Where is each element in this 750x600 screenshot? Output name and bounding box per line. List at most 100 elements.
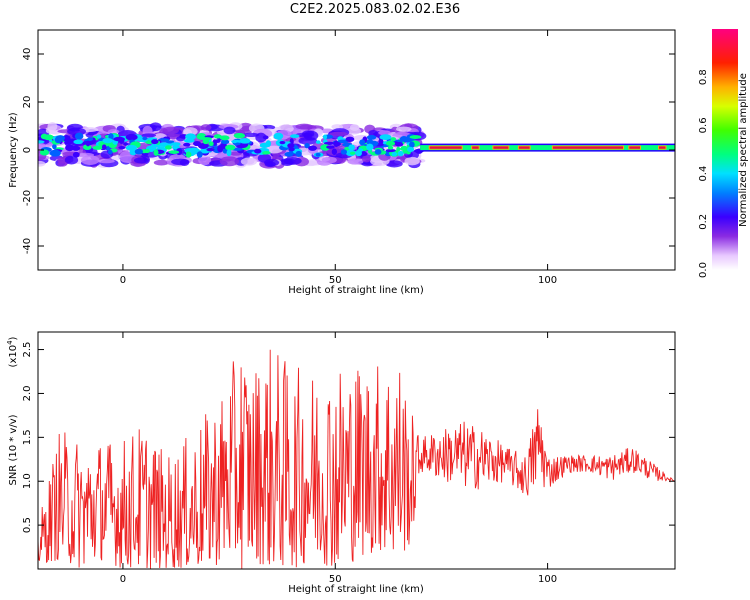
spectrogram-blob bbox=[57, 161, 68, 167]
spectrogram-blob bbox=[262, 135, 269, 140]
snr-x-tick-labels: 0 50 100 bbox=[120, 574, 557, 585]
spectrogram-blob bbox=[141, 133, 157, 138]
spectrogram-blob bbox=[395, 126, 412, 132]
colorbar-tick-label: 0.0 bbox=[698, 262, 709, 278]
spectrogram-blob bbox=[153, 149, 159, 156]
snr-panel: 0.5 1.0 1.5 2.0 2.5 0 50 100 Height of straigh… bbox=[6, 331, 676, 595]
spectrogram-blob bbox=[323, 141, 335, 146]
spectrogram-blob bbox=[368, 129, 378, 137]
spectrogram-blob bbox=[38, 160, 46, 167]
spectrogram-blob bbox=[379, 134, 392, 140]
spectrogram-blob bbox=[329, 131, 348, 137]
spectrogram-blob bbox=[85, 140, 91, 147]
colorbar-tick-label: 0.4 bbox=[698, 166, 709, 182]
colorbar-tick-label: 0.2 bbox=[698, 214, 709, 230]
spectrogram-track-core bbox=[493, 146, 509, 149]
spectrogram-blob bbox=[340, 149, 347, 155]
spectrogram-blob bbox=[165, 140, 175, 144]
spectrogram-blob bbox=[231, 139, 242, 144]
snr-ticks bbox=[38, 332, 675, 569]
spectrogram-blob bbox=[284, 151, 294, 157]
spectrogram-blob bbox=[202, 138, 210, 145]
y-tick-label: -40 bbox=[22, 238, 33, 254]
spectrogram-blob bbox=[355, 150, 362, 157]
spectrogram-blob bbox=[96, 134, 102, 139]
colorbar-tick-labels: 0.0 0.2 0.4 0.6 0.8 bbox=[698, 69, 709, 278]
spectrogram-blob bbox=[409, 141, 415, 148]
spectrogram-track-core bbox=[552, 146, 624, 149]
spectrogram-blob bbox=[385, 148, 396, 153]
colorbar-title: Normalized spectral amplitude bbox=[738, 73, 749, 227]
spectrogram-blob bbox=[183, 142, 191, 147]
snr-y-multiplier-close: ) bbox=[8, 336, 19, 340]
spectrogram-blob bbox=[308, 145, 318, 151]
spectrogram-blob bbox=[162, 126, 179, 135]
spectrogram-blob bbox=[295, 150, 302, 157]
spectrogram-blob bbox=[399, 135, 409, 142]
spectrogram-blob bbox=[71, 145, 81, 151]
snr-series-line bbox=[38, 349, 675, 569]
y-tick-label: 1.5 bbox=[22, 429, 33, 445]
spectrogram-blob bbox=[72, 151, 80, 158]
spectrogram-blob bbox=[315, 152, 321, 157]
spectrogram-blob bbox=[236, 144, 248, 149]
spectrogram-blob bbox=[322, 134, 328, 140]
spectrogram-blob bbox=[133, 157, 149, 164]
spectrogram-track-core bbox=[429, 146, 462, 149]
spectrogram-blob bbox=[287, 143, 295, 149]
spectrogram-blob bbox=[200, 124, 212, 131]
spectrogram-blob bbox=[262, 151, 271, 155]
spectrogram-blob bbox=[92, 145, 103, 150]
spectrogram-blob bbox=[385, 140, 396, 146]
spectrogram-track-core bbox=[518, 146, 530, 149]
spectrogram-blob bbox=[80, 155, 100, 165]
spectrogram-blob bbox=[125, 144, 138, 151]
spectrogram-blob bbox=[200, 137, 212, 141]
spectrogram-blob bbox=[74, 132, 84, 140]
spectrogram-y-tick-labels: -40 -20 0 20 40 bbox=[22, 48, 33, 255]
spectrogram-panel: -40 -20 0 20 40 0 50 100 Height of straight li… bbox=[8, 29, 676, 296]
spectrogram-blob bbox=[97, 158, 115, 164]
spectrogram-blob bbox=[179, 159, 190, 166]
y-tick-label: 1.0 bbox=[22, 473, 33, 489]
spectrogram-blob bbox=[349, 151, 356, 155]
spectrogram-blob bbox=[107, 149, 113, 155]
spectrogram-track-mid bbox=[420, 145, 675, 151]
spectrogram-blob bbox=[149, 122, 162, 132]
spectrogram-blob bbox=[295, 123, 313, 130]
spectrogram-blob bbox=[326, 145, 335, 149]
colorbar: 0.0 0.2 0.4 0.6 0.8 Normalized spectral ampl… bbox=[698, 29, 749, 278]
y-tick-label: 40 bbox=[22, 48, 33, 61]
spectrogram-blob bbox=[208, 141, 214, 146]
spectrogram-blob bbox=[142, 136, 148, 141]
spectrogram-blob bbox=[164, 145, 172, 150]
snr-y-multiplier-base: (x10 bbox=[8, 345, 19, 368]
spectrogram-blob bbox=[183, 138, 195, 143]
spectrogram-blob bbox=[397, 150, 404, 157]
x-tick-label: 50 bbox=[329, 275, 342, 286]
spectrogram-blob bbox=[54, 136, 63, 144]
spectrogram-blob bbox=[82, 144, 92, 151]
spectrogram-blob bbox=[107, 129, 120, 135]
snr-frame bbox=[37, 331, 676, 570]
spectrogram-blob bbox=[142, 125, 153, 136]
spectrogram-blob bbox=[102, 137, 113, 144]
page-title: C2E2.2025.083.02.02.E36 bbox=[289, 2, 461, 17]
spectrogram-blob bbox=[101, 144, 107, 150]
spectrogram-blob bbox=[402, 149, 408, 154]
spectrogram-blob bbox=[171, 142, 181, 147]
spectrogram-track-core bbox=[629, 146, 641, 149]
spectrogram-blob bbox=[366, 135, 377, 140]
spectrogram-x-tick-labels: 0 50 100 bbox=[120, 275, 557, 286]
spectrogram-blob bbox=[348, 144, 355, 151]
x-tick-label: 0 bbox=[120, 275, 126, 286]
spectrogram-blob bbox=[198, 155, 212, 166]
spectrogram-blob bbox=[220, 139, 230, 145]
spectrogram-blob bbox=[302, 130, 315, 138]
spectrogram-blob bbox=[233, 132, 246, 139]
spectrogram-blob bbox=[64, 140, 73, 145]
x-tick-label: 50 bbox=[329, 574, 342, 585]
spectrogram-blob bbox=[374, 149, 382, 155]
spectrogram-blob bbox=[118, 146, 126, 150]
